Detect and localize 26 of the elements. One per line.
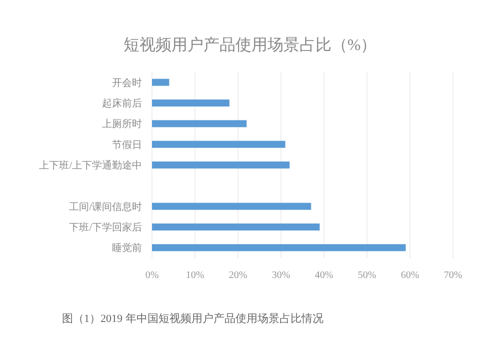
bar	[152, 78, 170, 86]
x-tick-label: 20%	[228, 270, 248, 281]
bar	[152, 224, 320, 230]
chart-title: 短视频用户产品使用场景占比（%）	[123, 36, 377, 54]
text: 图（1）2019 年中国短视频用户产品使用场景占比情况	[62, 312, 324, 325]
x-tick-label: 30%	[272, 270, 290, 281]
x-tick-label: 40%	[314, 270, 334, 281]
x-tick-label: 70%	[444, 270, 462, 281]
bar	[152, 244, 406, 252]
bar	[152, 100, 230, 106]
x-tick-label: 10%	[186, 270, 204, 281]
x-tick-label: 60%	[400, 270, 420, 281]
y-tick-label: 睡觉前	[112, 242, 142, 254]
y-tick-label: 起床前后	[102, 98, 142, 110]
y-tick-label: 开会时	[112, 76, 142, 89]
y-tick-label: 上下班/上下学通勤途中	[39, 160, 142, 172]
y-tick-label: 节假日	[112, 138, 142, 151]
y-tick-label: 工间/课间信息时	[69, 200, 142, 213]
bar	[152, 120, 247, 128]
y-tick-label: 上厕所时	[102, 118, 142, 130]
y-tick-label: 下班/下学回家后	[69, 222, 142, 234]
x-tick-label: 0%	[145, 270, 159, 281]
bar	[152, 202, 312, 210]
x-tick-label: 50%	[358, 270, 376, 281]
bar	[152, 162, 290, 168]
bar	[152, 140, 286, 148]
